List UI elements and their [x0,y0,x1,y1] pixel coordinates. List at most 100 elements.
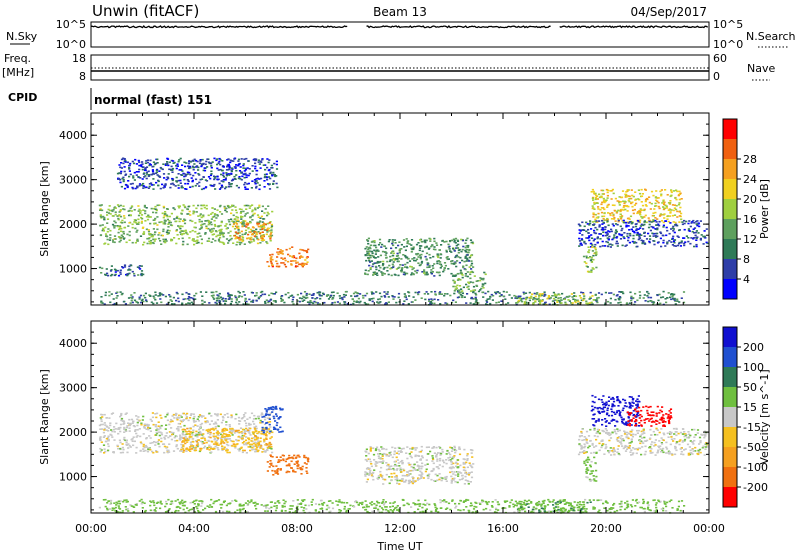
range-cell [238,295,241,297]
range-cell [392,265,395,267]
range-cell [416,469,419,471]
range-cell [645,221,648,224]
range-cell [248,237,251,239]
range-cell [468,462,471,464]
range-cell [202,436,205,438]
range-cell [284,293,287,296]
range-cell [249,434,252,436]
range-cell [466,271,469,273]
range-cell [470,254,473,257]
range-cell [113,241,116,244]
range-cell [456,279,460,281]
range-cell [229,439,232,442]
range-cell [266,413,269,416]
range-cell [102,436,105,438]
range-cell [305,294,308,297]
range-cell [429,301,433,303]
range-cell [624,194,628,197]
range-cell [181,220,184,222]
range-cell [207,220,211,222]
range-cell [202,187,205,190]
range-cell [155,209,158,212]
range-cell [594,218,597,221]
range-cell [192,238,195,240]
range-cell [181,230,184,232]
range-cell [104,233,108,235]
range-cell [114,213,117,216]
range-cell [485,299,488,302]
range-cell [267,300,270,302]
range-cell [200,165,203,168]
range-cell [219,163,222,166]
range-cell [268,417,271,420]
range-cell [376,301,379,303]
range-cell [636,231,639,234]
range-cell [472,281,475,284]
range-cell [304,250,308,252]
range-cell [309,300,312,302]
range-cell [159,431,162,433]
range-cell [194,420,197,423]
range-cell [122,438,126,441]
range-cell [387,301,390,303]
colorbar-segment [723,199,737,220]
range-cell [111,273,114,276]
range-cell [128,427,131,429]
range-cell [615,230,618,233]
range-cell [247,437,250,440]
range-cell [117,225,120,228]
range-cell [680,212,683,215]
range-cell [606,237,609,239]
range-cell [285,248,288,251]
range-cell [640,201,643,203]
range-cell [163,177,166,179]
range-cell [197,439,200,441]
range-cell [125,430,128,432]
range-cell [136,302,140,304]
range-cell [449,240,452,242]
range-cell [474,296,477,299]
range-cell [628,195,631,198]
range-cell [293,256,296,259]
range-cell [380,271,383,273]
range-cell [262,218,265,220]
range-cell [406,266,409,269]
range-cell [400,243,403,246]
range-cell [142,443,145,446]
range-cell [176,165,179,167]
range-cell [223,435,226,438]
range-cell [216,434,219,436]
range-cell [635,228,638,231]
range-cell [264,451,267,453]
range-cell [662,202,665,205]
range-cell [599,208,602,211]
range-cell [643,243,647,245]
range-cell [384,254,387,256]
range-cell [120,414,123,417]
range-cell [246,167,249,169]
range-cell [295,262,298,264]
range-cell [148,183,151,185]
range-cell [403,300,406,302]
range-cell [292,457,295,460]
range-cell [247,174,250,177]
range-cell [269,177,272,180]
range-cell [637,232,640,235]
range-cell [370,241,373,243]
range-cell [411,268,414,271]
range-cell [660,220,664,222]
range-cell [606,220,609,222]
range-cell [199,178,202,181]
range-cell [170,239,173,242]
range-cell [247,303,250,306]
range-cell [103,303,106,305]
range-cell [281,430,284,433]
range-cell [269,257,272,259]
range-cell [123,158,126,160]
range-cell [703,230,706,232]
range-cell [366,250,369,253]
range-cell [464,273,467,275]
range-cell [290,260,293,262]
range-cell [240,431,243,433]
range-cell [144,296,147,299]
